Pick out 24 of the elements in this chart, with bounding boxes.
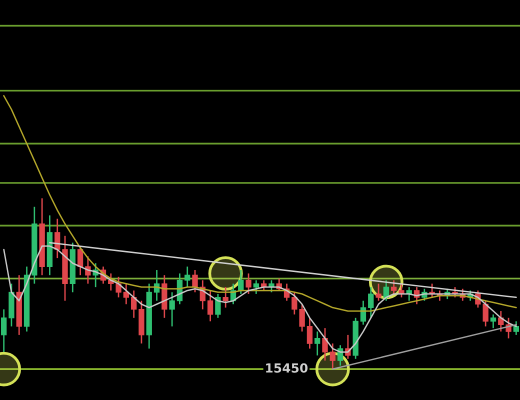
candlestick <box>376 282 382 302</box>
candlestick <box>306 317 313 350</box>
candlestick <box>116 276 122 298</box>
candlestick <box>238 269 244 295</box>
annotation: 15450 <box>266 363 308 373</box>
candlestick <box>246 272 252 295</box>
candlestick <box>368 286 374 319</box>
candlestick <box>192 269 198 293</box>
candlestick <box>253 280 260 295</box>
candlestick <box>292 292 298 316</box>
candlestick <box>215 293 221 319</box>
candlestick <box>207 290 214 322</box>
candlestick <box>482 300 488 328</box>
candlestick <box>490 314 496 329</box>
candlestick <box>169 292 175 328</box>
candlestick <box>513 320 520 336</box>
candlestick <box>222 286 228 308</box>
candlestick <box>322 327 328 362</box>
candlestick <box>330 342 336 370</box>
candlestick <box>299 303 305 332</box>
candlestick <box>184 266 190 288</box>
candlestick <box>314 330 320 356</box>
candlestick <box>390 280 397 295</box>
candlestick <box>0 308 7 353</box>
